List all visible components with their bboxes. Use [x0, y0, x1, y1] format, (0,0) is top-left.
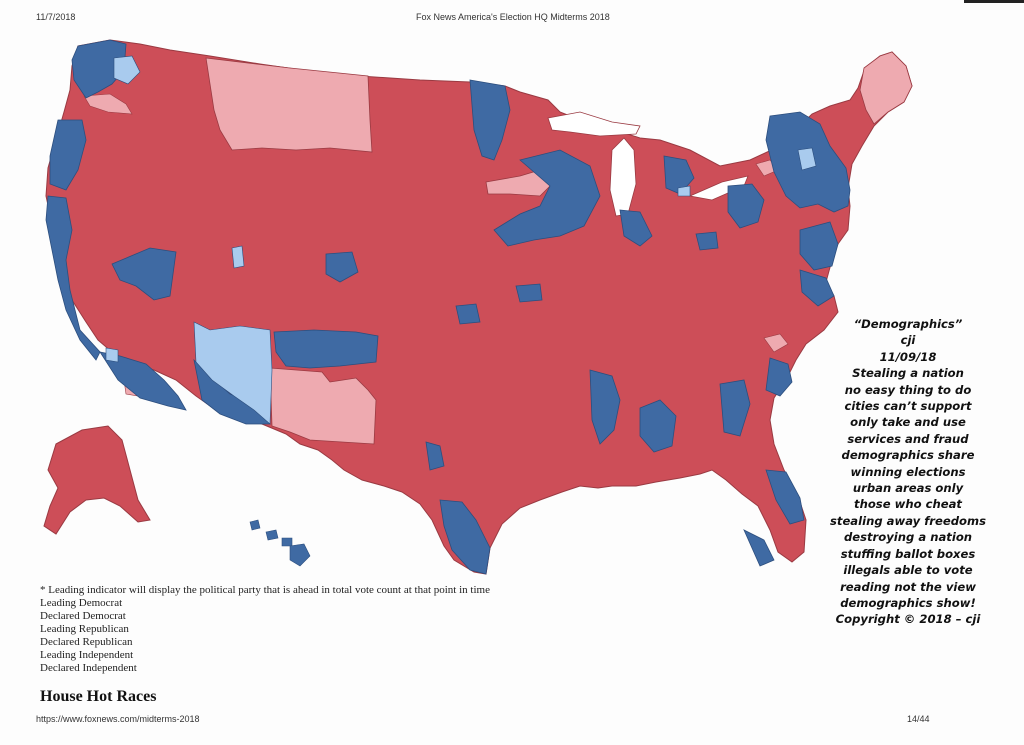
wa-leading-r	[83, 93, 133, 115]
annotation-line: stuffing ballot boxes	[840, 546, 976, 561]
annotation-line: 11/09/18	[879, 349, 937, 364]
legend-item: Leading Democrat	[40, 597, 123, 609]
annotation-line: reading not the view	[840, 579, 976, 594]
annotation-line: Stealing a nation	[852, 366, 964, 381]
wisconsin-leading-r	[485, 169, 553, 197]
annotation-line: demographics share	[841, 448, 975, 463]
annotation-line: destroying a nation	[843, 530, 973, 545]
maine-region	[859, 51, 913, 125]
annotation-line: “Demographics”	[853, 317, 963, 331]
annotation-line: Copyright © 2018 – cji	[835, 612, 981, 627]
print-date: 11/7/2018	[36, 12, 76, 22]
new-mexico-region	[269, 367, 377, 445]
annotation-line: stealing away freedoms	[830, 513, 986, 528]
annotation-line: winning elections	[850, 464, 966, 479]
page-number: 14/44	[907, 714, 930, 724]
annotation-line: urban areas only	[852, 481, 964, 496]
nc-leading-r	[763, 333, 789, 353]
handwritten-annotation: “Demographics” cji 11/09/18 Stealing a n…	[826, 316, 990, 628]
alaska-region	[43, 425, 151, 535]
legend-item: Declared Democrat	[40, 610, 126, 622]
montana-region	[205, 57, 373, 153]
hawaii-region	[249, 519, 311, 567]
annotation-line: those who cheat	[854, 497, 962, 512]
print-title: Fox News America's Election HQ Midterms …	[416, 12, 610, 22]
annotation-line: illegals able to vote	[843, 563, 973, 578]
lake-superior	[547, 111, 641, 137]
annotation-line: demographics show!	[840, 595, 976, 610]
scan-edge-bar	[964, 0, 1024, 3]
section-title: House Hot Races	[40, 688, 157, 705]
legend-item: Leading Independent	[40, 649, 134, 661]
annotation-line: cities can’t support	[844, 399, 972, 414]
leading-democrat-regions	[105, 55, 817, 425]
annotation-line: no easy thing to do	[844, 382, 972, 397]
legend-item: Declared Republican	[40, 636, 133, 648]
annotation-line: cji	[900, 333, 916, 348]
legend-item: Declared Independent	[40, 662, 137, 674]
legend-note: * Leading indicator will display the pol…	[40, 584, 490, 596]
annotation-line: services and fraud	[847, 431, 969, 446]
legend-item: Leading Republican	[40, 623, 129, 635]
lake-erie	[688, 175, 749, 201]
map-legend: * Leading indicator will display the pol…	[40, 584, 490, 675]
lake-michigan	[609, 137, 637, 217]
footer-url: https://www.foxnews.com/midterms-2018	[36, 714, 200, 724]
annotation-line: only take and use	[850, 415, 966, 430]
